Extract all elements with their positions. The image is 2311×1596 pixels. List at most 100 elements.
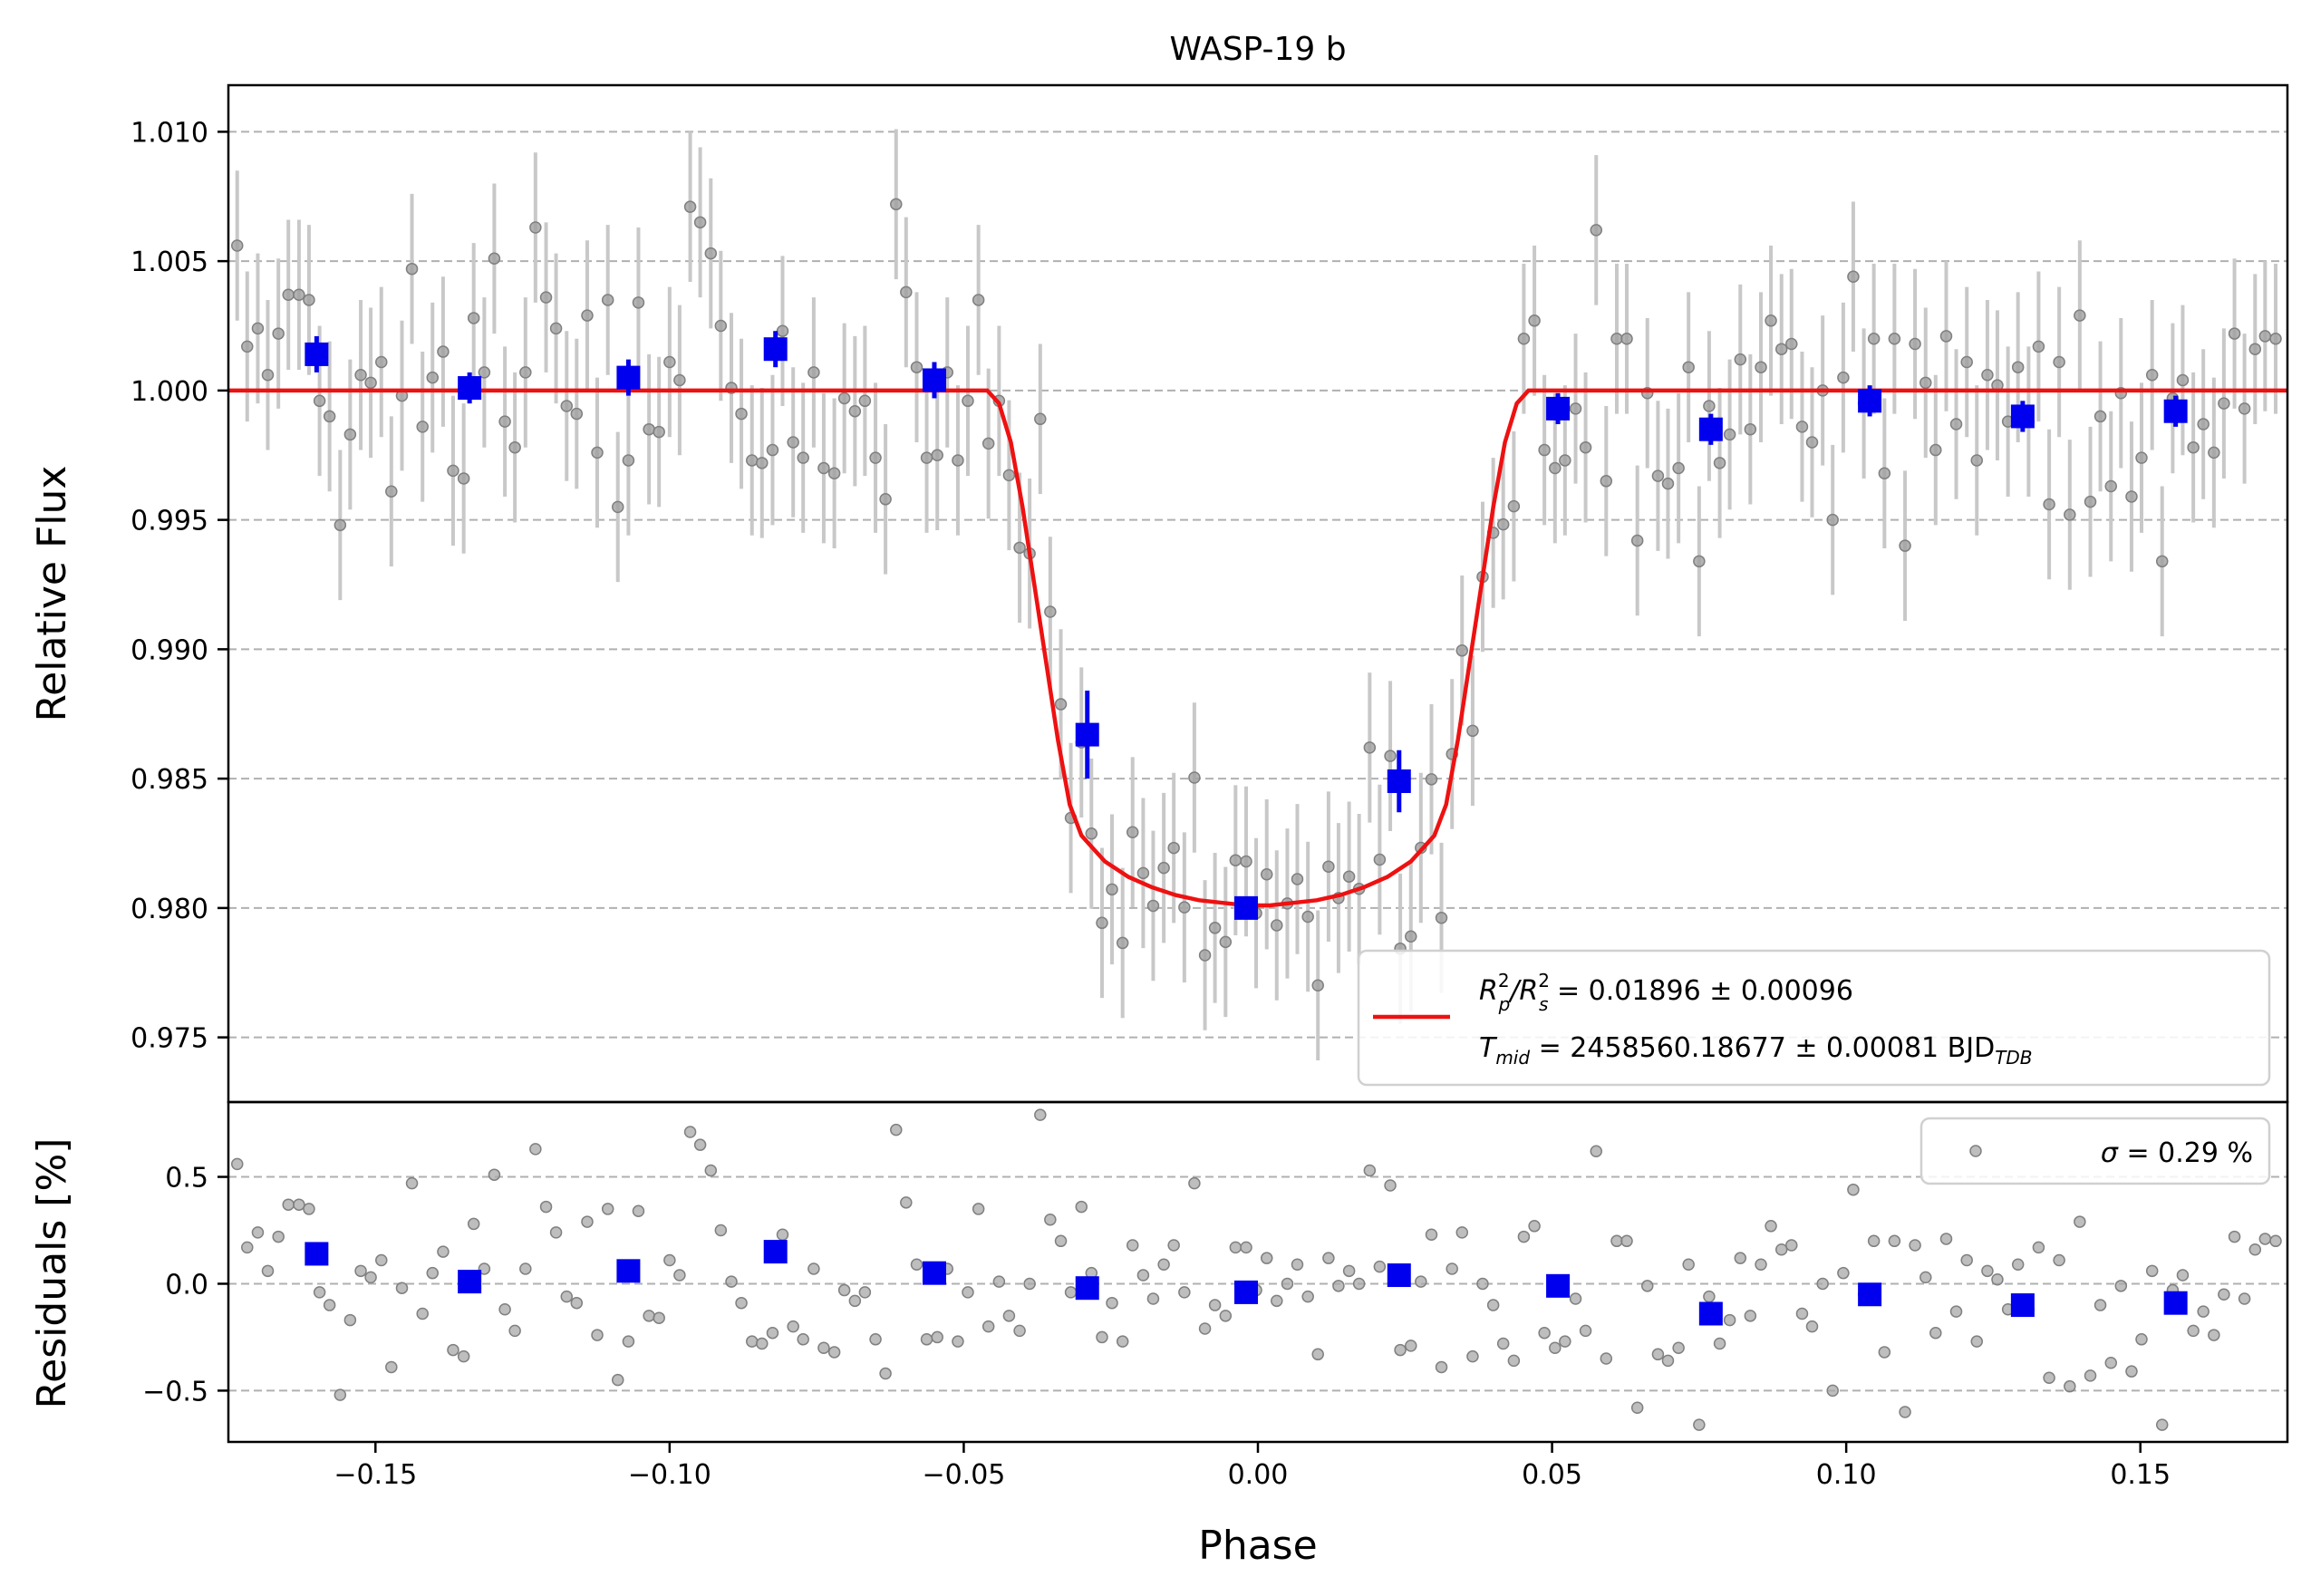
residual-point bbox=[900, 1196, 913, 1209]
residual-point bbox=[293, 1198, 305, 1211]
residual-point bbox=[1734, 1252, 1747, 1264]
raw-point bbox=[2218, 397, 2230, 410]
residual-point bbox=[2187, 1324, 2200, 1338]
raw-point bbox=[1054, 698, 1068, 711]
residual-point bbox=[1146, 1292, 1160, 1305]
residual-point bbox=[1240, 1241, 1252, 1254]
residual-point bbox=[1291, 1258, 1304, 1271]
residual-point bbox=[1867, 1234, 1881, 1248]
residual-point bbox=[1034, 1108, 1047, 1121]
raw-point bbox=[529, 221, 542, 234]
raw-point bbox=[1713, 457, 1726, 469]
raw-point bbox=[1590, 224, 1603, 237]
residual-point bbox=[1888, 1234, 1901, 1248]
raw-point bbox=[653, 425, 665, 439]
raw-point bbox=[1373, 853, 1387, 866]
raw-point bbox=[1949, 418, 1963, 430]
residual-point bbox=[1981, 1264, 1994, 1278]
raw-point bbox=[1435, 911, 1448, 924]
binned-residual bbox=[1387, 1263, 1411, 1288]
raw-point bbox=[241, 340, 254, 353]
raw-point bbox=[354, 369, 367, 382]
raw-point bbox=[1981, 369, 1994, 382]
residual-point bbox=[323, 1299, 336, 1311]
raw-point bbox=[735, 407, 748, 421]
bottom-panel: −0.5 0.0 0.5 Residuals [%] σ = 0.29 % bbox=[29, 1100, 2289, 1444]
raw-point bbox=[1188, 771, 1201, 784]
raw-point bbox=[2053, 355, 2065, 369]
binned-residual bbox=[2010, 1293, 2035, 1318]
residual-point bbox=[1929, 1326, 1942, 1340]
residual-point bbox=[879, 1367, 892, 1380]
bottom-legend-box bbox=[1919, 1117, 2271, 1185]
raw-point bbox=[1878, 467, 1891, 479]
binned-point bbox=[922, 368, 946, 392]
residual-point bbox=[981, 1320, 995, 1333]
residual-point bbox=[1198, 1322, 1212, 1335]
binned-point bbox=[2010, 404, 2035, 429]
residual-point bbox=[1322, 1252, 1335, 1264]
raw-point bbox=[1847, 270, 1860, 284]
residual-point bbox=[714, 1224, 728, 1237]
residual-point bbox=[447, 1343, 459, 1357]
raw-point bbox=[2228, 327, 2241, 340]
raw-point bbox=[1291, 873, 1304, 885]
residual-point bbox=[1785, 1239, 1798, 1252]
raw-point bbox=[1528, 314, 1541, 327]
raw-point bbox=[343, 428, 357, 441]
residual-point bbox=[601, 1203, 614, 1215]
top-legend-line-2: Tmid = 2458560.18677 ± 0.00081 BJDTDB bbox=[1479, 1032, 2033, 1069]
raw-point bbox=[1405, 930, 1417, 943]
residual-point bbox=[1260, 1252, 1273, 1264]
raw-point bbox=[797, 451, 809, 464]
residual-point bbox=[611, 1373, 624, 1387]
top-y-tick-label: 0.980 bbox=[131, 894, 208, 925]
residual-point bbox=[2011, 1258, 2025, 1271]
top-y-tick-label: 0.975 bbox=[131, 1023, 208, 1055]
raw-point bbox=[2238, 402, 2251, 415]
binned-residual bbox=[2163, 1291, 2188, 1315]
residual-point bbox=[1106, 1296, 1118, 1310]
residual-point bbox=[2043, 1371, 2055, 1384]
legend-rp: R bbox=[1479, 975, 1498, 1007]
raw-point bbox=[622, 454, 635, 467]
residual-point bbox=[2228, 1230, 2241, 1243]
residual-point bbox=[1311, 1348, 1324, 1361]
x-tick-label: 0.05 bbox=[1522, 1459, 1582, 1491]
residual-point bbox=[1188, 1176, 1201, 1190]
raw-point bbox=[1146, 899, 1160, 913]
binned-point bbox=[1075, 722, 1099, 747]
residual-point bbox=[1847, 1183, 1860, 1196]
raw-point bbox=[1044, 605, 1057, 618]
residual-point bbox=[2064, 1379, 2076, 1393]
residual-point bbox=[1682, 1258, 1695, 1271]
bottom-y-tick-label: 0.5 bbox=[165, 1163, 208, 1195]
raw-point bbox=[673, 373, 686, 387]
top-y-tick-label: 0.990 bbox=[131, 634, 208, 666]
bottom-y-tick-label: −0.5 bbox=[142, 1376, 208, 1407]
residual-point bbox=[2084, 1369, 2097, 1382]
raw-point bbox=[962, 394, 974, 408]
residual-point bbox=[1774, 1243, 1788, 1256]
raw-point bbox=[1384, 750, 1397, 762]
raw-point bbox=[1661, 477, 1675, 490]
raw-point bbox=[272, 327, 285, 340]
top-y-tick-label: 0.995 bbox=[131, 506, 208, 537]
residual-point bbox=[2155, 1418, 2169, 1431]
raw-point bbox=[2093, 410, 2107, 423]
residual-point bbox=[1064, 1286, 1078, 1299]
raw-point bbox=[2197, 418, 2209, 430]
residual-point bbox=[2238, 1292, 2251, 1305]
residual-point bbox=[581, 1215, 594, 1228]
residual-point bbox=[1949, 1305, 1963, 1318]
raw-point bbox=[1559, 454, 1571, 467]
raw-point bbox=[1178, 901, 1191, 914]
raw-point bbox=[1425, 773, 1438, 786]
residual-point bbox=[375, 1253, 388, 1267]
raw-point bbox=[2258, 330, 2272, 343]
residual-point bbox=[1795, 1307, 1809, 1320]
residual-point bbox=[457, 1349, 470, 1363]
top-y-ticks: 0.975 0.980 0.985 0.990 0.995 1.000 1.005 1.010 bbox=[131, 117, 228, 1055]
raw-point bbox=[549, 322, 563, 335]
residual-point bbox=[2269, 1234, 2282, 1248]
